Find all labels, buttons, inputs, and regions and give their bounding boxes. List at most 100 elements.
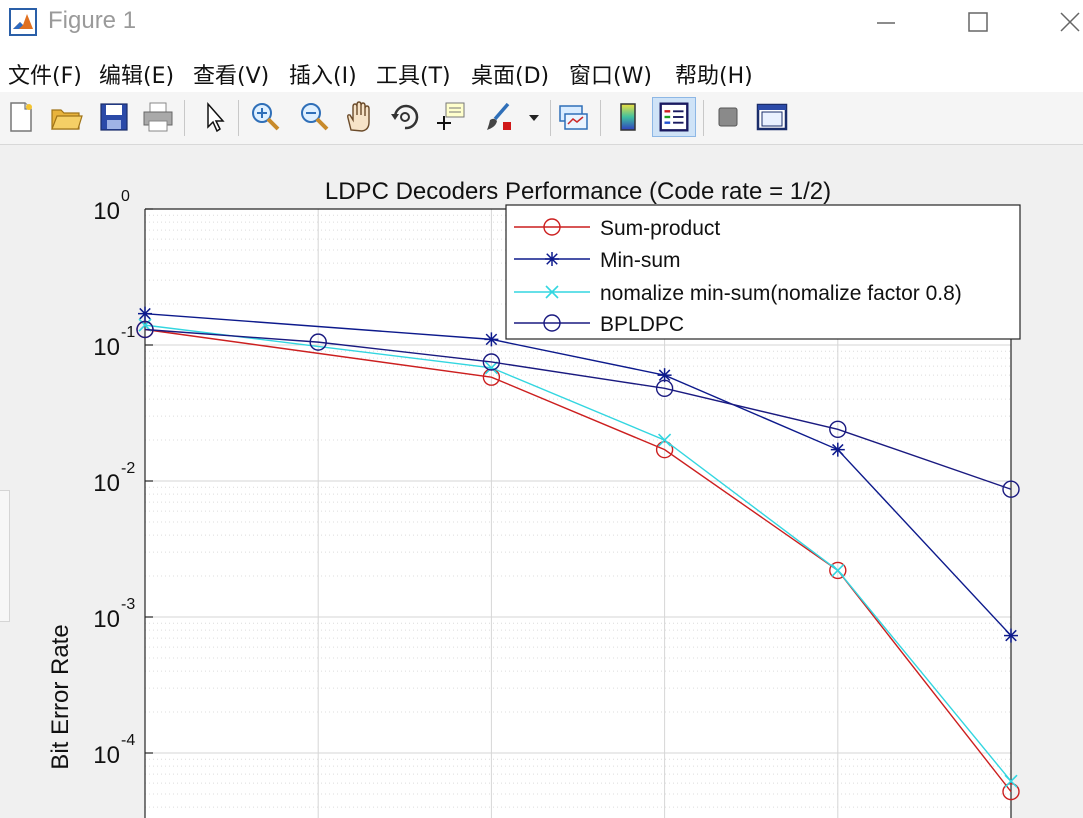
toolbar-separator <box>184 100 185 136</box>
link-plot-icon[interactable] <box>556 100 590 134</box>
menu-tools[interactable]: 工具(T) <box>376 64 451 89</box>
data-point-stroke <box>484 361 498 375</box>
y-tick-exponent: -4 <box>121 732 135 749</box>
data-point <box>482 353 501 371</box>
legend-marker <box>543 218 561 236</box>
series-2 <box>138 318 1018 788</box>
docked-panel-edge[interactable] <box>0 490 10 622</box>
legend-label: Sum-product <box>600 217 720 240</box>
legend-marker <box>545 285 559 299</box>
y-tick-label: 10 <box>93 606 120 633</box>
figure-toolbar <box>0 92 1083 145</box>
toolbar-separator <box>703 100 704 136</box>
y-tick-label: 10 <box>93 470 120 497</box>
toolbar-separator <box>550 100 551 136</box>
minimize-icon[interactable] <box>866 6 906 38</box>
data-point-shape <box>1002 782 1020 801</box>
data-point <box>655 379 674 398</box>
series-line <box>144 328 1012 793</box>
menu-insert[interactable]: 插入(I) <box>289 64 357 89</box>
menu-file[interactable]: 文件(F) <box>8 64 82 89</box>
data-point-stroke <box>485 333 498 346</box>
close-icon[interactable] <box>1050 6 1083 38</box>
data-point <box>482 368 501 386</box>
data-point-stroke <box>1004 774 1018 788</box>
data-point-stroke <box>1005 629 1017 642</box>
data-point <box>829 420 847 438</box>
zoom-out-icon[interactable] <box>297 100 331 134</box>
data-point <box>1002 480 1020 498</box>
pan-hand-icon[interactable] <box>342 100 376 134</box>
edit-plot-arrow-icon[interactable] <box>198 100 232 134</box>
legend-marker <box>543 314 561 332</box>
data-point-stroke <box>658 433 672 447</box>
menu-edit[interactable]: 编辑(E) <box>99 64 175 89</box>
data-point-shape <box>829 561 847 580</box>
zoom-in-icon[interactable] <box>248 100 282 134</box>
data-point-stroke <box>138 318 152 332</box>
data-point <box>484 361 498 375</box>
data-point-stroke <box>831 563 845 577</box>
legend-label: BPLDPC <box>600 313 684 336</box>
menu-window[interactable]: 窗口(W) <box>569 64 652 89</box>
data-point-stroke <box>832 443 844 456</box>
y-tick-exponent: 0 <box>121 188 130 205</box>
legend-item: nomalize min-sum(nomalize factor 0.8) <box>514 282 962 305</box>
data-point <box>829 561 847 580</box>
y-tick-exponent: -3 <box>121 596 135 613</box>
new-figure-icon[interactable] <box>4 100 38 134</box>
y-tick-label: 10 <box>93 198 120 225</box>
legend-marker-stroke <box>546 253 558 265</box>
data-point-shape <box>655 379 674 398</box>
data-point-shape <box>1002 480 1020 498</box>
data-point <box>831 563 845 577</box>
series-1 <box>138 306 1018 643</box>
menu-help[interactable]: 帮助(H) <box>675 64 753 89</box>
y-axis-label: Bit Error Rate <box>47 624 74 769</box>
menu-desktop[interactable]: 桌面(D) <box>471 64 550 89</box>
y-tick-label: 10 <box>93 334 120 361</box>
legend-label: Min-sum <box>600 249 681 272</box>
data-point-shape <box>309 333 327 351</box>
open-file-icon[interactable] <box>49 100 83 134</box>
legend-item: Sum-product <box>514 217 720 240</box>
maximize-icon[interactable] <box>958 6 998 38</box>
data-cursor-icon[interactable] <box>434 100 468 134</box>
data-point <box>484 332 499 347</box>
brush-icon[interactable] <box>482 100 516 134</box>
colorbar-icon[interactable] <box>611 100 645 134</box>
legend-marker <box>545 252 559 266</box>
chart-title: LDPC Decoders Performance (Code rate = 1… <box>325 178 831 205</box>
brush-dropdown-icon[interactable] <box>524 100 544 134</box>
hide-plot-tools-icon[interactable] <box>711 100 745 134</box>
rotate-3d-icon[interactable] <box>388 100 422 134</box>
show-plot-tools-icon[interactable] <box>755 100 789 134</box>
window-title-bar: Figure 1 <box>0 0 1083 46</box>
data-point-stroke <box>658 369 671 381</box>
legend-icon[interactable] <box>652 97 696 137</box>
data-point-stroke <box>139 307 151 320</box>
data-point <box>658 433 672 447</box>
series-3 <box>136 320 1020 498</box>
legend-marker-shape <box>543 314 561 332</box>
data-point <box>1004 774 1018 788</box>
y-tick-exponent: -2 <box>121 460 135 477</box>
print-icon[interactable] <box>141 100 175 134</box>
menu-view[interactable]: 查看(V) <box>193 64 270 89</box>
data-point <box>1002 782 1020 801</box>
toolbar-separator <box>238 100 239 136</box>
plot-canvas[interactable]: LDPC Decoders Performance (Code rate = 1… <box>0 145 1083 818</box>
legend-marker-stroke <box>545 285 559 299</box>
data-point <box>655 440 674 459</box>
save-icon[interactable] <box>97 100 131 134</box>
data-point <box>309 333 327 351</box>
series-line <box>144 328 1012 490</box>
data-point-shape <box>655 440 674 459</box>
data-point <box>830 442 845 457</box>
data-point-shape <box>136 320 154 339</box>
y-tick-label: 10 <box>93 742 120 769</box>
legend[interactable]: Sum-product Min-sum nomalize min-sum(nomal… <box>505 204 1021 340</box>
legend-item: BPLDPC <box>514 313 684 336</box>
window-title: Figure 1 <box>48 7 137 34</box>
